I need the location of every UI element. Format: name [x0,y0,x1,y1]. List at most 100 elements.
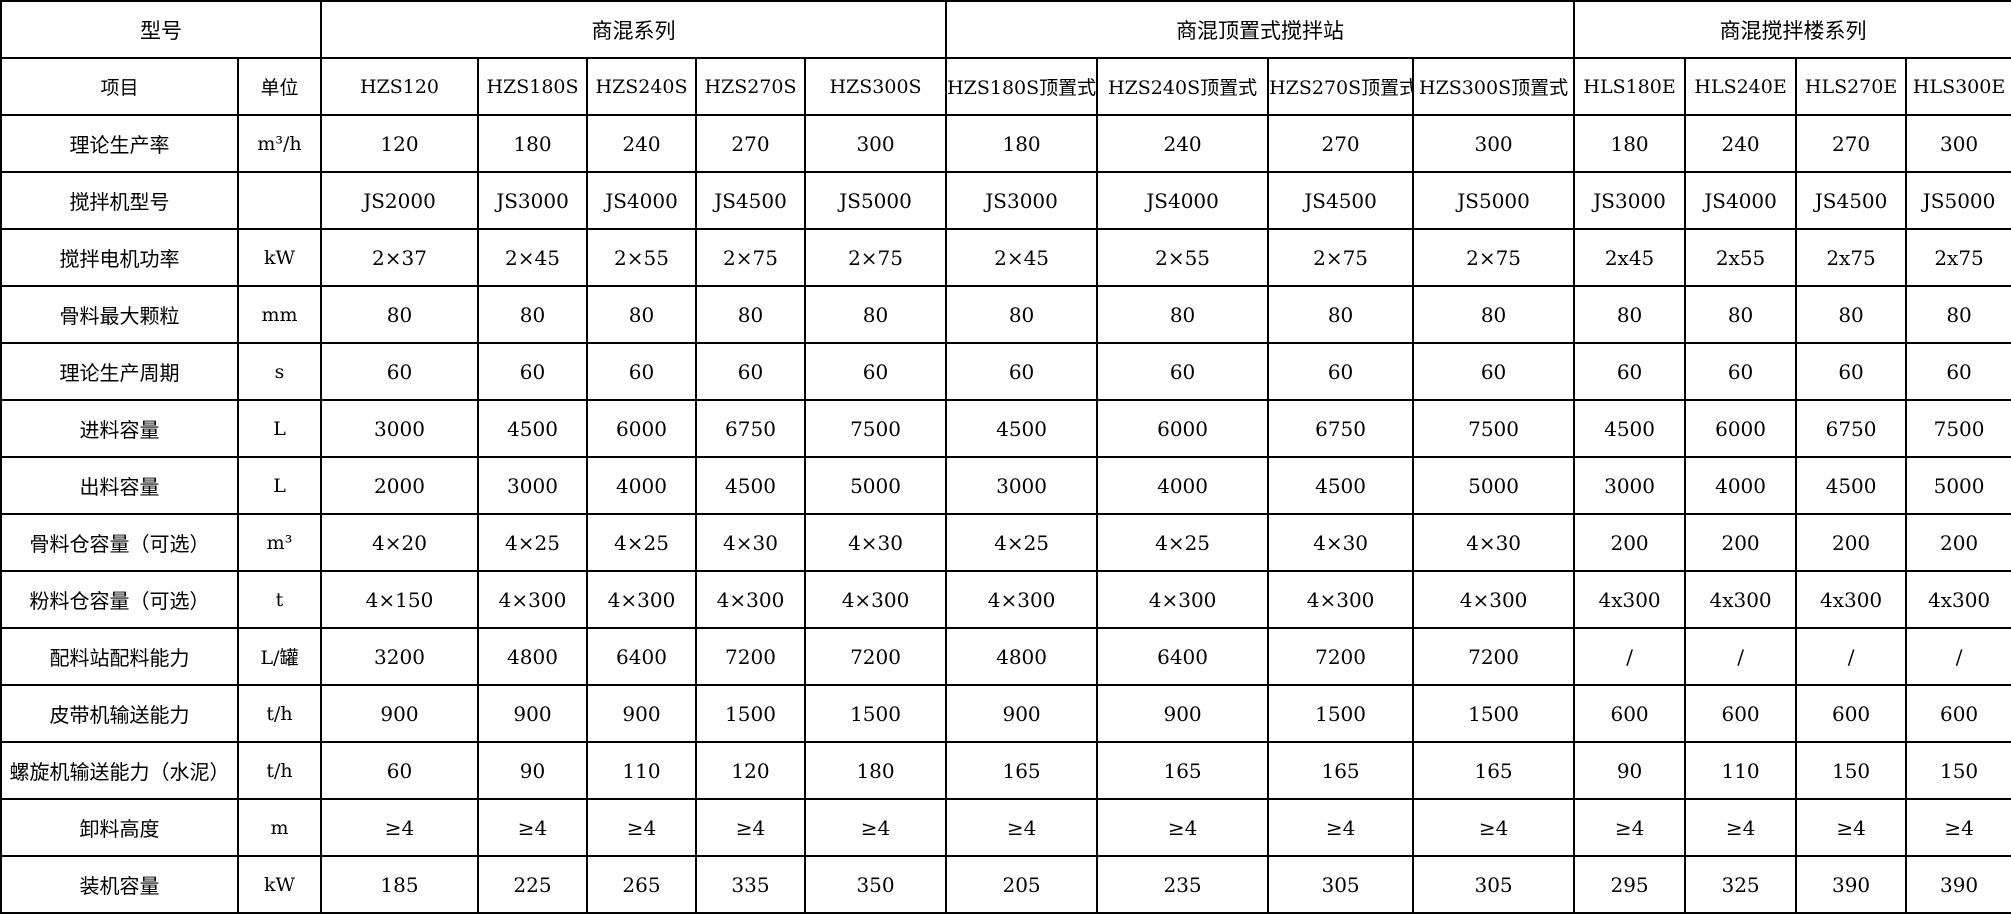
value-cell: 900 [1096,684,1270,743]
value-cell: 240 [1096,114,1270,173]
value-cell: 180 [477,114,588,173]
value-cell: 4×20 [320,513,479,572]
value-cell: 2x55 [1684,228,1798,287]
row-label-cell: 骨料最大颗粒 [0,285,239,344]
value-cell: 60 [1905,342,2011,401]
value-cell: 5000 [1905,456,2011,515]
value-cell: 110 [586,741,697,800]
row-label-cell: 配料站配料能力 [0,627,239,686]
value-cell: 2×75 [1412,228,1576,287]
value-cell: 600 [1684,684,1798,743]
value-cell: 7500 [1412,399,1576,458]
value-cell: 7200 [1267,627,1415,686]
value-cell: 270 [1795,114,1908,173]
value-cell: 60 [945,342,1099,401]
row-unit-cell: kW [237,855,322,914]
value-cell: 305 [1412,855,1576,914]
row-unit-cell: L/罐 [237,627,322,686]
value-cell: ≥4 [1573,798,1687,857]
value-cell: 240 [586,114,697,173]
value-cell: 2x75 [1795,228,1908,287]
column-header-13: HLS270E [1795,57,1908,116]
column-header-9: HZS270S顶置式 [1267,57,1415,116]
value-cell: 300 [1412,114,1576,173]
value-cell: 1500 [1267,684,1415,743]
row-label-cell: 卸料高度 [0,798,239,857]
row-unit-cell: t [237,570,322,629]
value-cell: 270 [695,114,806,173]
value-cell: 205 [945,855,1099,914]
value-cell: 80 [1412,285,1576,344]
value-cell: 60 [1684,342,1798,401]
value-cell: 2×75 [803,228,948,287]
column-header-5: HZS270S [695,57,806,116]
value-cell: 4x300 [1905,570,2011,629]
value-cell: 120 [320,114,479,173]
value-cell: 60 [477,342,588,401]
value-cell: 60 [1267,342,1415,401]
value-cell: 6000 [1684,399,1798,458]
value-cell: 180 [1573,114,1687,173]
value-cell: 6750 [1795,399,1908,458]
column-header-7: HZS180S顶置式 [945,57,1099,116]
value-cell: 4×300 [477,570,588,629]
value-cell: JS4000 [1096,171,1270,230]
group-header-1: 商混系列 [319,0,948,59]
value-cell: 120 [695,741,806,800]
table-row: 配料站配料能力 L/罐 3200 4800 6400 7200 7200 4800 6400 72… [0,627,2011,686]
value-cell: 900 [586,684,697,743]
value-cell: 4×300 [586,570,697,629]
value-cell: 900 [477,684,588,743]
value-cell: 180 [803,741,948,800]
value-cell: 60 [1795,342,1908,401]
value-cell: 80 [477,285,588,344]
value-cell: 3000 [1573,456,1687,515]
value-cell: 165 [1267,741,1415,800]
value-cell: 80 [1573,285,1687,344]
value-cell: 335 [695,855,806,914]
value-cell: 4×25 [945,513,1099,572]
value-cell: 325 [1684,855,1798,914]
table-row: 卸料高度 m ≥4 ≥4 ≥4 ≥4 ≥4 ≥4 ≥4 ≥4 ≥4 ≥4 ≥4 ≥4 ≥4 [0,798,2011,857]
column-header-8: HZS240S顶置式 [1096,57,1270,116]
value-cell: 3200 [320,627,479,686]
value-cell: 4500 [1267,456,1415,515]
value-cell: 2×75 [1267,228,1415,287]
value-cell: 390 [1795,855,1908,914]
value-cell: JS5000 [1905,171,2011,230]
value-cell: JS2000 [320,171,479,230]
table-row: 螺旋机输送能力（水泥） t/h 60 90 110 120 180 165 165 165 165 9… [0,741,2011,800]
value-cell: 2000 [320,456,479,515]
value-cell: 270 [1267,114,1415,173]
column-header-6: HZS300S [803,57,948,116]
value-cell: JS3000 [477,171,588,230]
value-cell: JS4000 [586,171,697,230]
value-cell: 60 [586,342,697,401]
value-cell: 6750 [1267,399,1415,458]
value-cell: 80 [1684,285,1798,344]
value-cell: 300 [803,114,948,173]
value-cell: 4800 [477,627,588,686]
row-unit-cell [237,171,322,230]
column-header-11: HLS180E [1573,57,1687,116]
value-cell: 4×300 [1096,570,1270,629]
value-cell: 4×300 [695,570,806,629]
column-header-0: 项目 [0,57,239,116]
value-cell: 225 [477,855,588,914]
column-header-12: HLS240E [1684,57,1798,116]
value-cell: 5000 [1412,456,1576,515]
value-cell: 4x300 [1573,570,1687,629]
group-header-3: 商混搅拌楼系列 [1573,0,2011,59]
row-unit-cell: m [237,798,322,857]
value-cell: 80 [1267,285,1415,344]
table-row: 理论生产周期 s 60 60 60 60 60 60 60 60 60 60 60 60 60 [0,342,2011,401]
value-cell: 3000 [320,399,479,458]
value-cell: 60 [695,342,806,401]
value-cell: 165 [1412,741,1576,800]
value-cell: 185 [320,855,479,914]
value-cell: 4500 [477,399,588,458]
value-cell: ≥4 [477,798,588,857]
row-label-cell: 理论生产率 [0,114,239,173]
value-cell: 150 [1905,741,2011,800]
